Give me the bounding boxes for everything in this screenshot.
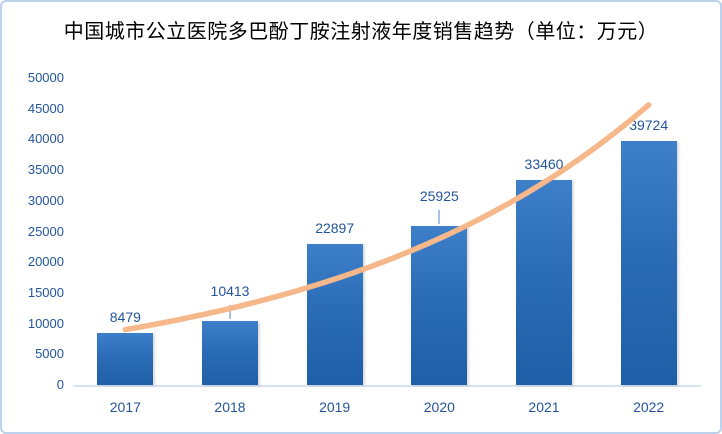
bar-2017 [97,332,154,385]
x-axis-tick-label: 2021 [528,399,560,415]
bar-2020 [411,225,468,385]
bar-value-label: 8479 [109,308,141,325]
chart-title: 中国城市公立医院多巴酚丁胺注射液年度销售趋势（单位：万元） [63,21,659,43]
x-axis-tick-label: 2019 [319,399,351,415]
bar-2019 [306,244,363,385]
bar-value-label: 25925 [419,187,459,204]
x-axis-tick-label: 2020 [423,399,455,415]
label-leader-line [229,305,231,320]
y-axis-tick-label: 5000 [35,346,64,362]
x-axis-tick-label: 2017 [109,399,141,415]
plot-area: 8479 10413 22897 25925 33460 39724 [73,78,701,387]
x-axis-tick-label: 2022 [633,399,665,415]
y-axis-tick-label: 30000 [27,192,64,208]
bar-2022 [620,141,677,385]
bar-2021 [516,179,572,385]
bar-value-label: 10413 [210,283,250,300]
y-axis-tick-label: 10000 [27,315,64,331]
y-axis-tick-label: 40000 [27,131,64,147]
bar-value-label: 39724 [629,117,669,134]
y-axis-tick-label: 20000 [27,254,64,270]
y-axis-tick-label: 0 [56,377,64,392]
y-axis-tick-label: 50000 [27,70,64,85]
y-axis-tick-label: 15000 [27,284,64,300]
label-leader-line [438,209,441,224]
y-axis-tick-label: 45000 [27,100,64,116]
y-axis-tick-label: 35000 [27,162,64,178]
y-axis-tick-label: 25000 [27,223,64,239]
x-axis-tick-label: 2018 [214,399,246,415]
bar-2018 [202,321,258,385]
bar-value-label: 33460 [524,155,564,172]
bar-value-label: 22897 [315,220,355,237]
